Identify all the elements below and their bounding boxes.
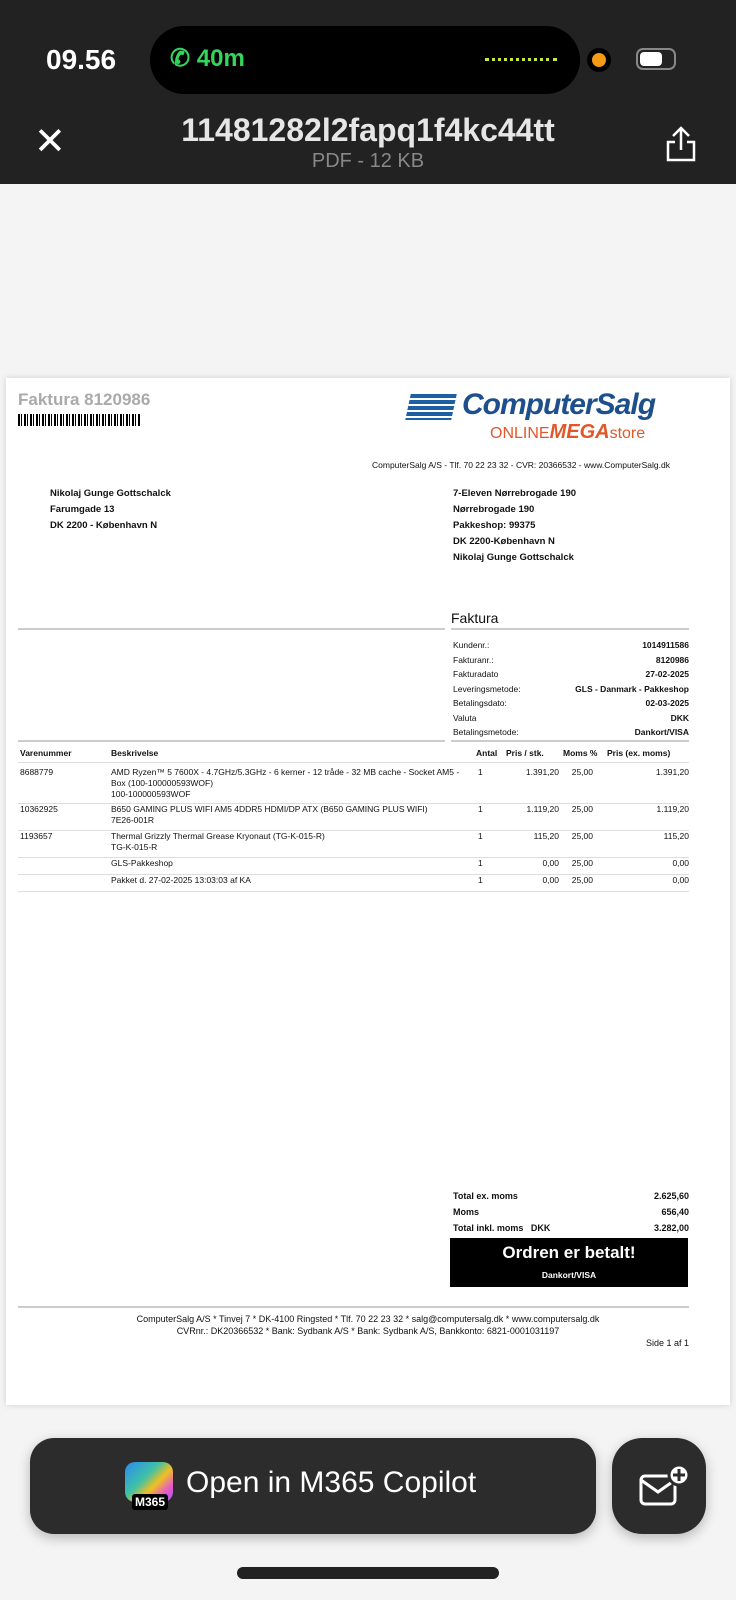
status-time: 09.56 <box>46 44 117 75</box>
m365-badge: M365 <box>132 1494 169 1510</box>
footer: ComputerSalg A/S * Tinvej 7 * DK-4100 Ri… <box>136 1314 600 1336</box>
logo-brand: ComputerSalg <box>462 388 656 421</box>
info-label: Betalingsdato: <box>453 698 507 708</box>
quantity: 1 <box>478 858 483 868</box>
description: Pakket d. 27-02-2025 13:03:03 af KA <box>111 875 251 885</box>
divider <box>451 628 689 630</box>
description: B650 GAMING PLUS WIFI AM5 4DDR5 HDMI/DP … <box>111 804 428 825</box>
company-line: ComputerSalg A/S - Tlf. 70 22 23 32 - CV… <box>372 460 670 470</box>
mail-add-button[interactable] <box>612 1438 706 1534</box>
info-value: 02-03-2025 <box>645 698 689 708</box>
description: Thermal Grizzly Thermal Grease Kryonaut … <box>111 831 325 852</box>
company-logo: ComputerSalg ONLINEMEGAstore <box>405 386 656 443</box>
phone-icon: ✆ <box>170 45 191 72</box>
top-bar: 09.56 ✆ 40m ✕ 11481282l2fapq1f4kc44tt PD… <box>0 0 736 184</box>
vat-percent: 25,00 <box>571 831 593 841</box>
line-total: 115,20 <box>663 831 689 841</box>
total-label: Total ex. moms <box>453 1191 518 1201</box>
description: AMD Ryzen™ 5 7600X - 4.7GHz/5.3GHz - 6 k… <box>111 767 460 799</box>
total-value: 656,40 <box>661 1207 689 1217</box>
line-total: 1.119,20 <box>656 804 689 814</box>
paid-method: Dankort/VISA <box>541 1270 597 1280</box>
info-value: DKK <box>670 712 689 723</box>
total-value: 2.625,60 <box>653 1191 689 1201</box>
line-total: 0,00 <box>672 875 689 885</box>
unit-price: 0,00 <box>542 875 559 885</box>
quantity: 1 <box>478 875 483 885</box>
description: GLS-Pakkeshop <box>111 858 173 868</box>
info-label: Kundenr.: <box>453 640 490 650</box>
barcode <box>18 414 140 426</box>
quantity: 1 <box>478 804 483 814</box>
unit-price: 115,20 <box>533 831 559 841</box>
pdf-page: Faktura 8120986 ComputerSalg ONLINEMEGAs… <box>6 378 730 1405</box>
info-label: Valuta <box>453 712 477 723</box>
page-number: Side 1 af 1 <box>645 1338 689 1348</box>
info-value: GLS - Danmark - Pakkeshop <box>575 683 689 694</box>
info-label: Betalingsmetode: <box>453 727 519 737</box>
divider <box>18 628 445 630</box>
info-label: Fakturadato <box>453 669 499 679</box>
table-row: Pakket d. 27-02-2025 13:03:03 af KA 1 0,… <box>18 875 689 892</box>
info-value: 27-02-2025 <box>645 669 689 679</box>
total-value: 3.282,00 <box>653 1223 689 1233</box>
table-row: 1193657 Thermal Grizzly Thermal Grease K… <box>18 831 689 858</box>
info-title: Faktura <box>451 610 499 626</box>
unit-price: 1.119,20 <box>526 804 559 814</box>
vat-percent: 25,00 <box>571 804 593 814</box>
sku: 8688779 <box>20 767 54 777</box>
invoice-heading: Faktura 8120986 <box>18 390 151 409</box>
unit-price: 0,00 <box>542 858 559 868</box>
billing-address: Nikolaj Gunge Gottschalck Farumgade 13 DK … <box>50 488 171 531</box>
mic-indicator-icon <box>592 53 606 67</box>
battery-icon <box>636 48 676 70</box>
copilot-label: Open in M365 Copilot <box>186 1466 477 1499</box>
table-row: 8688779 AMD Ryzen™ 5 7600X - 4.7GHz/5.3G… <box>18 767 689 804</box>
paid-banner: Ordren er betalt! Dankort/VISA <box>450 1238 688 1287</box>
vat-percent: 25,00 <box>571 767 593 777</box>
unit-price: 1.391,20 <box>525 767 559 777</box>
close-icon[interactable]: ✕ <box>34 121 66 163</box>
info-value: 1014911586 <box>642 640 689 650</box>
info-label: Leveringsmetode: <box>453 683 521 694</box>
table-row: 10362925 B650 GAMING PLUS WIFI AM5 4DDR5… <box>18 804 689 831</box>
file-info: PDF - 12 KB <box>311 150 425 172</box>
info-label: Fakturanr.: <box>453 654 494 665</box>
total-label: Total inkl. moms DKK <box>453 1223 551 1233</box>
info-value: Dankort/VISA <box>634 727 689 737</box>
sku: 1193657 <box>20 831 53 841</box>
divider <box>18 1306 689 1308</box>
call-duration: 40m <box>196 45 245 72</box>
mail-add-icon <box>639 1463 691 1506</box>
share-icon[interactable] <box>664 124 698 164</box>
total-label: Moms <box>453 1207 480 1217</box>
home-indicator[interactable] <box>237 1567 499 1579</box>
shipping-address: 7-Eleven Nørrebrogade 190 Nørrebrogade 19… <box>453 488 577 563</box>
paid-title: Ordren er betalt! <box>502 1243 636 1262</box>
logo-tagline: ONLINEMEGAstore <box>490 421 646 443</box>
sku: 10362925 <box>20 804 58 814</box>
info-value: 8120986 <box>655 654 689 665</box>
quantity: 1 <box>478 831 483 841</box>
divider <box>451 740 689 742</box>
vat-percent: 25,00 <box>571 875 593 885</box>
divider <box>18 740 445 742</box>
line-total: 0,00 <box>672 858 689 868</box>
vat-percent: 25,00 <box>571 858 593 868</box>
file-title: 11481282l2fapq1f4kc44tt <box>181 112 555 148</box>
quantity: 1 <box>478 767 483 777</box>
table-row: GLS-Pakkeshop 1 0,00 25,00 0,00 <box>18 858 689 875</box>
table-header: Varenummer Beskrivelse Antal Pris / stk.… <box>18 748 689 763</box>
audio-wave-icon <box>485 58 557 61</box>
open-in-copilot-button[interactable]: M365 Open in M365 Copilot <box>30 1438 596 1534</box>
line-total: 1.391,20 <box>655 767 689 777</box>
call-indicator[interactable]: ✆ 40m <box>150 26 580 94</box>
